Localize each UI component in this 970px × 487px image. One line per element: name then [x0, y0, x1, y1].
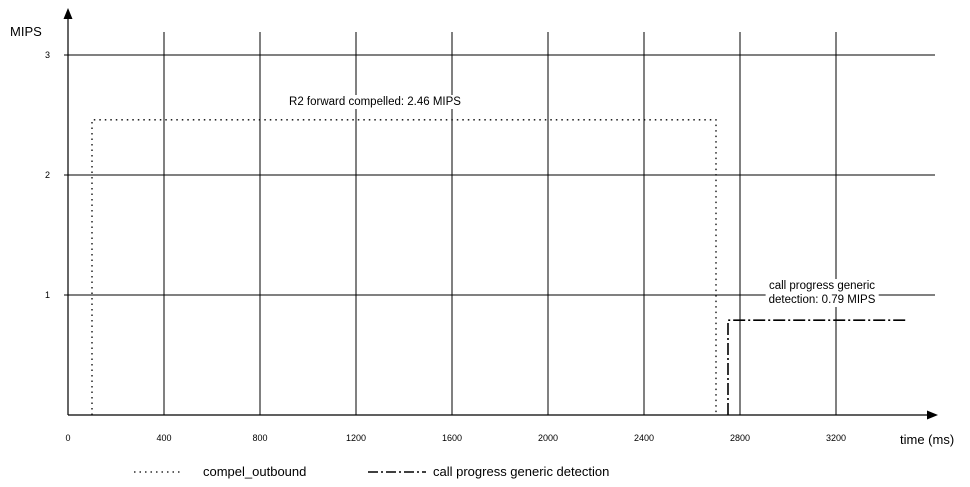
- x-tick-label: 2000: [538, 433, 558, 443]
- tick-labels: 0 400 800 1200 1600 2000 2400 2800 3200 1 2 3: [45, 50, 846, 443]
- annotation-call-progress-line-1: call progress generic: [769, 280, 875, 292]
- x-tick-label: 400: [156, 433, 171, 443]
- annotation-background: [765, 279, 879, 293]
- series-line-call-progress-generic-detection: [727, 319, 908, 415]
- annotation-r2-forward-compelled: R2 forward compelled: 2.46 MIPS: [289, 96, 461, 108]
- y-axis-title: MIPS: [10, 24, 42, 39]
- annotation-background: [286, 95, 465, 109]
- legend: compel_outbound call progress generic de…: [134, 464, 609, 479]
- grid-lines: [68, 32, 935, 415]
- x-tick-label: 1200: [346, 433, 366, 443]
- data-series: [91, 119, 908, 415]
- annotation-call-progress-line-2: detection: 0.79 MIPS: [769, 294, 876, 306]
- series-line-compel-outbound: [91, 119, 717, 415]
- y-tick-label: 1: [45, 290, 50, 300]
- x-tick-label: 1600: [442, 433, 462, 443]
- annotation-background: [765, 293, 879, 307]
- legend-label-compel-outbound: compel_outbound: [203, 464, 306, 479]
- x-tick-label: 800: [252, 433, 267, 443]
- x-tick-label: 3200: [826, 433, 846, 443]
- axes: [63, 8, 938, 420]
- legend-label-call-progress: call progress generic detection: [433, 464, 609, 479]
- y-axis-arrowhead: [63, 8, 73, 19]
- x-axis-arrowhead: [927, 410, 938, 420]
- annotations: R2 forward compelled: 2.46 MIPS call pro…: [286, 95, 879, 307]
- x-tick-label: 2400: [634, 433, 654, 443]
- x-axis-title: time (ms): [900, 432, 954, 447]
- y-tick-label: 3: [45, 50, 50, 60]
- y-tick-label: 2: [45, 170, 50, 180]
- x-tick-label: 0: [65, 433, 70, 443]
- x-tick-label: 2800: [730, 433, 750, 443]
